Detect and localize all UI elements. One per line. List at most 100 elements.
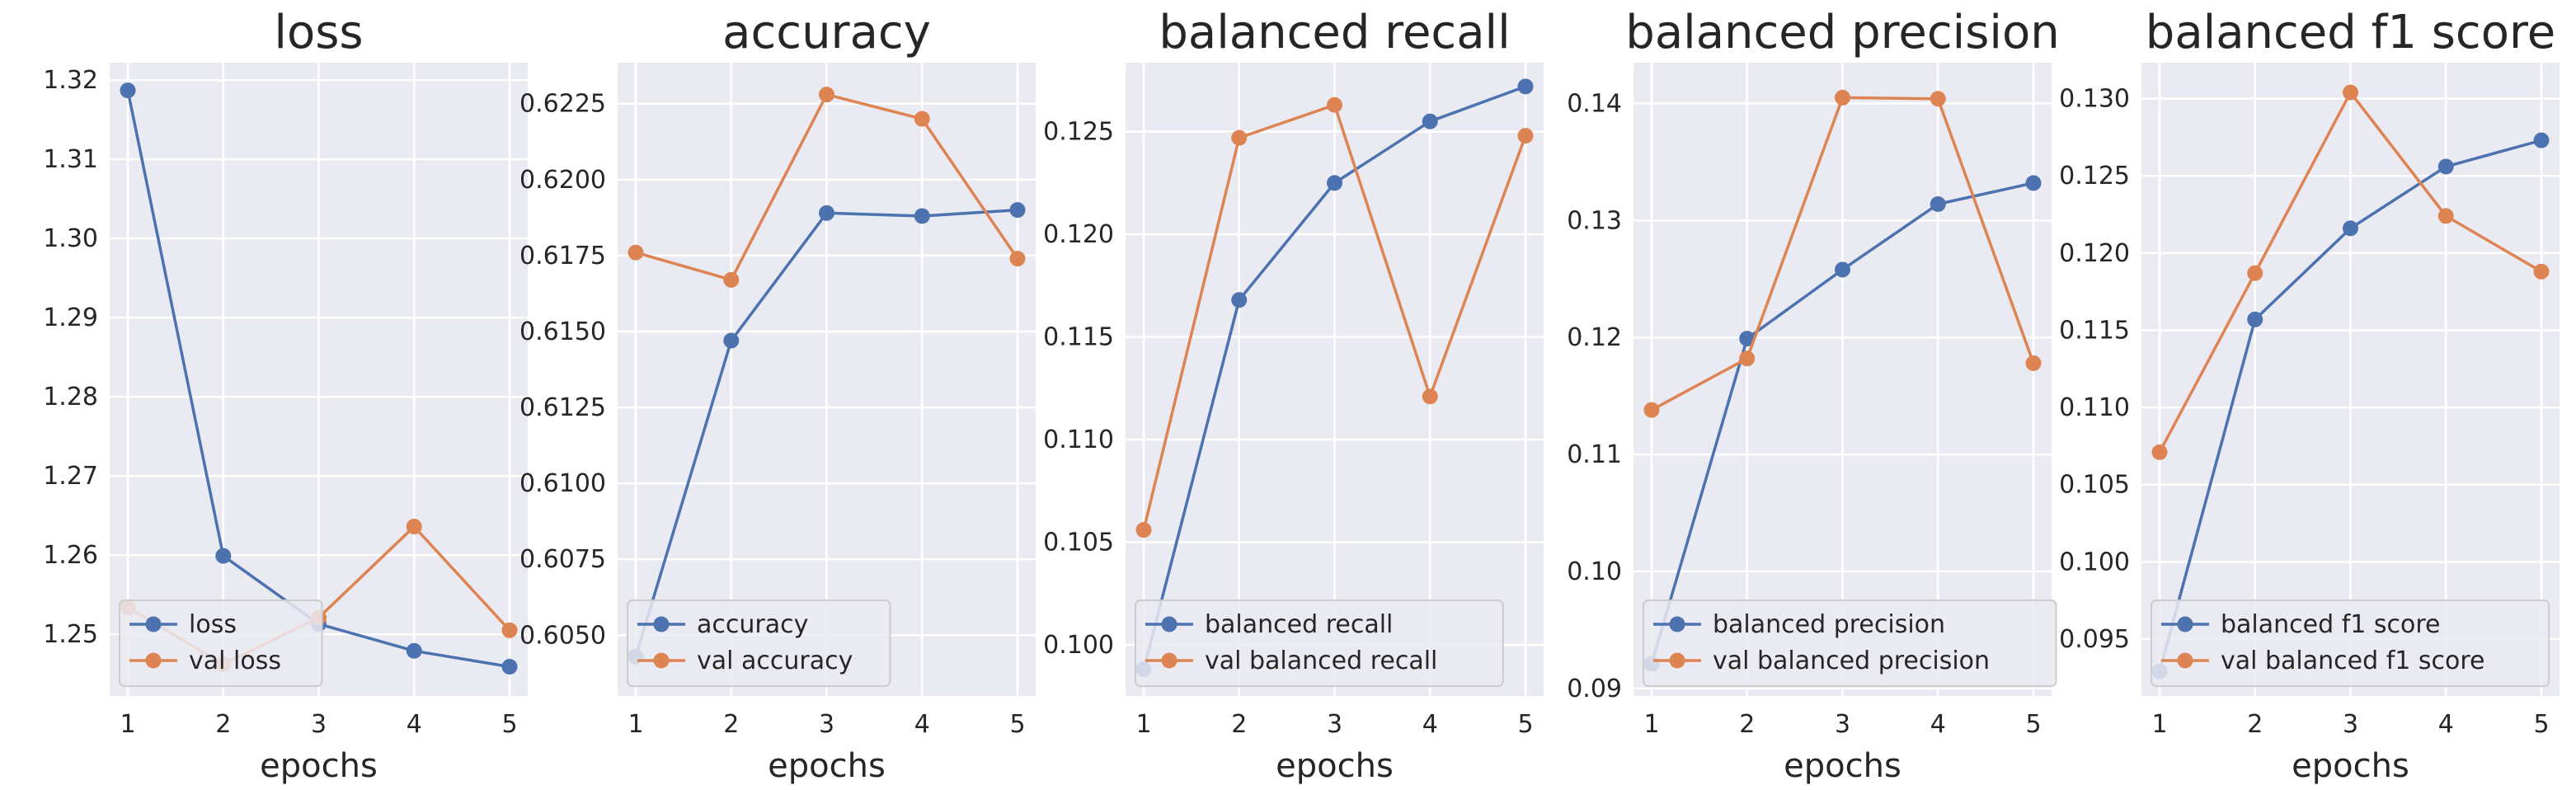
x-tick-label: 5 [501, 710, 517, 739]
data-point [1643, 402, 1660, 418]
data-point [1739, 331, 1756, 347]
y-tick-label: 0.095 [2059, 625, 2130, 654]
data-point [406, 519, 422, 535]
x-tick-label: 2 [723, 710, 739, 739]
y-tick-label: 1.30 [43, 224, 98, 253]
x-tick-label: 1 [628, 710, 643, 739]
y-tick-label: 0.6175 [519, 242, 606, 270]
data-point [406, 642, 422, 659]
data-point [1422, 388, 1438, 405]
legend-label-2: val balanced f1 score [2221, 647, 2485, 675]
y-tick-label: 0.13 [1567, 206, 1622, 235]
legend: accuracy val accuracy [627, 600, 891, 687]
y-tick-label: 0.130 [2059, 85, 2130, 114]
chart-panel-5: 0.095 0.100 0.105 0.110 0.115 0.120 0.125 0.130… [2059, 6, 2560, 785]
y-tick-label: 0.100 [1043, 631, 1114, 660]
y-tick-label: 0.110 [2059, 393, 2130, 422]
y-tick-label: 0.6075 [519, 545, 606, 574]
y-tick-label: 1.26 [43, 541, 98, 570]
chart-title: loss [274, 6, 363, 59]
data-point [2533, 132, 2550, 148]
data-point [501, 658, 518, 675]
data-point [1422, 113, 1438, 129]
data-point [1327, 175, 1342, 191]
x-tick-label: 4 [407, 710, 422, 739]
y-tick-label: 0.125 [2059, 162, 2130, 190]
data-point [723, 332, 740, 349]
y-tick-label: 1.29 [43, 303, 98, 332]
x-axis-label: epochs [260, 747, 378, 785]
x-axis-label: epochs [768, 747, 886, 785]
y-tick-label: 0.6200 [519, 166, 606, 195]
legend-marker-2 [2177, 652, 2193, 669]
y-tick-label: 1.25 [43, 620, 98, 649]
legend: loss val loss [119, 600, 323, 687]
data-point [2437, 158, 2454, 175]
data-point [1009, 251, 1026, 267]
data-point [819, 87, 834, 103]
data-point [1517, 78, 1534, 95]
data-point [1739, 350, 1756, 367]
legend-marker-1 [1669, 616, 1685, 632]
data-point [819, 205, 834, 221]
x-tick-label: 1 [2151, 710, 2167, 739]
y-tick-label: 1.28 [43, 383, 98, 411]
data-point [914, 208, 930, 224]
x-tick-label: 2 [215, 710, 231, 739]
data-point [1009, 202, 1026, 219]
x-tick-label: 1 [120, 710, 135, 739]
y-tick-label: 0.6125 [519, 393, 606, 422]
legend-label-2: val balanced recall [1205, 647, 1437, 675]
chart-title: accuracy [722, 6, 931, 59]
y-tick-label: 1.32 [43, 66, 98, 95]
data-point [628, 244, 644, 261]
x-tick-label: 5 [1517, 710, 1533, 739]
data-point [2025, 175, 2042, 191]
y-tick-label: 1.27 [43, 462, 98, 491]
y-tick-label: 0.120 [1043, 220, 1114, 249]
data-point [215, 548, 232, 564]
x-axis-label: epochs [2292, 747, 2409, 785]
y-tick-label: 0.6225 [519, 90, 606, 119]
y-tick-label: 0.105 [1043, 529, 1114, 557]
y-tick-label: 0.10 [1567, 557, 1622, 586]
y-tick-label: 0.120 [2059, 239, 2130, 268]
x-tick-label: 4 [914, 710, 930, 739]
data-point [1327, 96, 1342, 113]
y-tick-label: 0.09 [1567, 675, 1622, 703]
legend-box [1643, 600, 2057, 687]
legend-marker-2 [1161, 652, 1178, 669]
data-point [1231, 292, 1248, 308]
legend-label-1: loss [189, 610, 237, 639]
data-point [501, 622, 518, 638]
data-point [2247, 311, 2263, 327]
x-tick-label: 4 [2438, 710, 2454, 739]
legend-box [119, 600, 323, 687]
chart-title: balanced precision [1625, 6, 2059, 59]
x-tick-label: 2 [2247, 710, 2263, 739]
y-tick-label: 0.110 [1043, 426, 1114, 454]
data-point [723, 271, 740, 288]
legend-box [627, 600, 891, 687]
x-tick-label: 2 [1739, 710, 1755, 739]
legend-label-2: val balanced precision [1713, 647, 1990, 675]
data-point [1930, 91, 1946, 107]
data-point [1835, 261, 1850, 278]
x-tick-label: 5 [1009, 710, 1025, 739]
data-point [1135, 522, 1152, 538]
x-tick-label: 3 [2343, 710, 2358, 739]
y-tick-label: 0.105 [2059, 471, 2130, 500]
y-tick-label: 0.115 [1043, 323, 1114, 352]
legend-marker-2 [145, 652, 162, 669]
legend-marker-1 [1161, 616, 1178, 632]
x-tick-label: 1 [1643, 710, 1659, 739]
legend-label-2: val accuracy [697, 647, 853, 675]
x-tick-label: 3 [1327, 710, 1342, 739]
y-tick-label: 0.11 [1567, 440, 1622, 469]
legend-marker-1 [2177, 616, 2193, 632]
data-point [2247, 265, 2263, 281]
legend-label-1: balanced precision [1713, 610, 1945, 639]
data-point [120, 82, 136, 99]
legend-marker-2 [653, 652, 670, 669]
x-tick-label: 5 [2533, 710, 2549, 739]
